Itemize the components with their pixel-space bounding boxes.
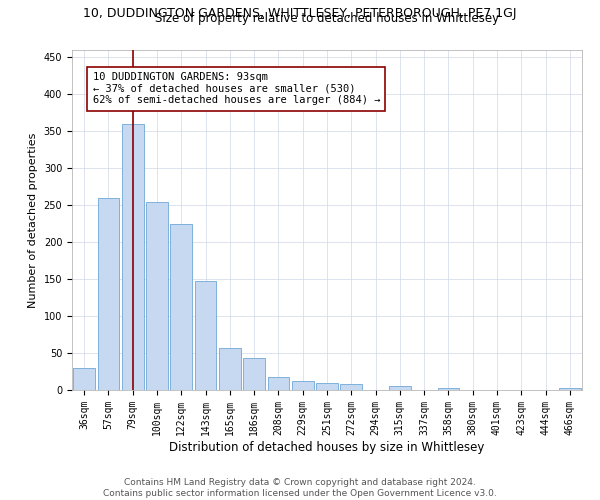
Text: 10 DUDDINGTON GARDENS: 93sqm
← 37% of detached houses are smaller (530)
62% of s: 10 DUDDINGTON GARDENS: 93sqm ← 37% of de… bbox=[92, 72, 380, 106]
Text: Contains HM Land Registry data © Crown copyright and database right 2024.
Contai: Contains HM Land Registry data © Crown c… bbox=[103, 478, 497, 498]
Bar bbox=[73, 368, 95, 390]
Y-axis label: Number of detached properties: Number of detached properties bbox=[28, 132, 38, 308]
Bar bbox=[146, 202, 168, 390]
Bar bbox=[170, 224, 192, 390]
Text: 10, DUDDINGTON GARDENS, WHITTLESEY, PETERBOROUGH, PE7 1GJ: 10, DUDDINGTON GARDENS, WHITTLESEY, PETE… bbox=[83, 8, 517, 20]
X-axis label: Distribution of detached houses by size in Whittlesey: Distribution of detached houses by size … bbox=[169, 440, 485, 454]
Title: Size of property relative to detached houses in Whittlesey: Size of property relative to detached ho… bbox=[155, 12, 499, 25]
Bar bbox=[268, 378, 289, 390]
Bar bbox=[194, 280, 217, 390]
Bar bbox=[122, 124, 143, 390]
Bar bbox=[219, 348, 241, 390]
Bar bbox=[243, 358, 265, 390]
Bar bbox=[559, 388, 581, 390]
Bar bbox=[292, 381, 314, 390]
Bar bbox=[316, 382, 338, 390]
Bar bbox=[437, 388, 460, 390]
Bar bbox=[97, 198, 119, 390]
Bar bbox=[340, 384, 362, 390]
Bar bbox=[389, 386, 411, 390]
